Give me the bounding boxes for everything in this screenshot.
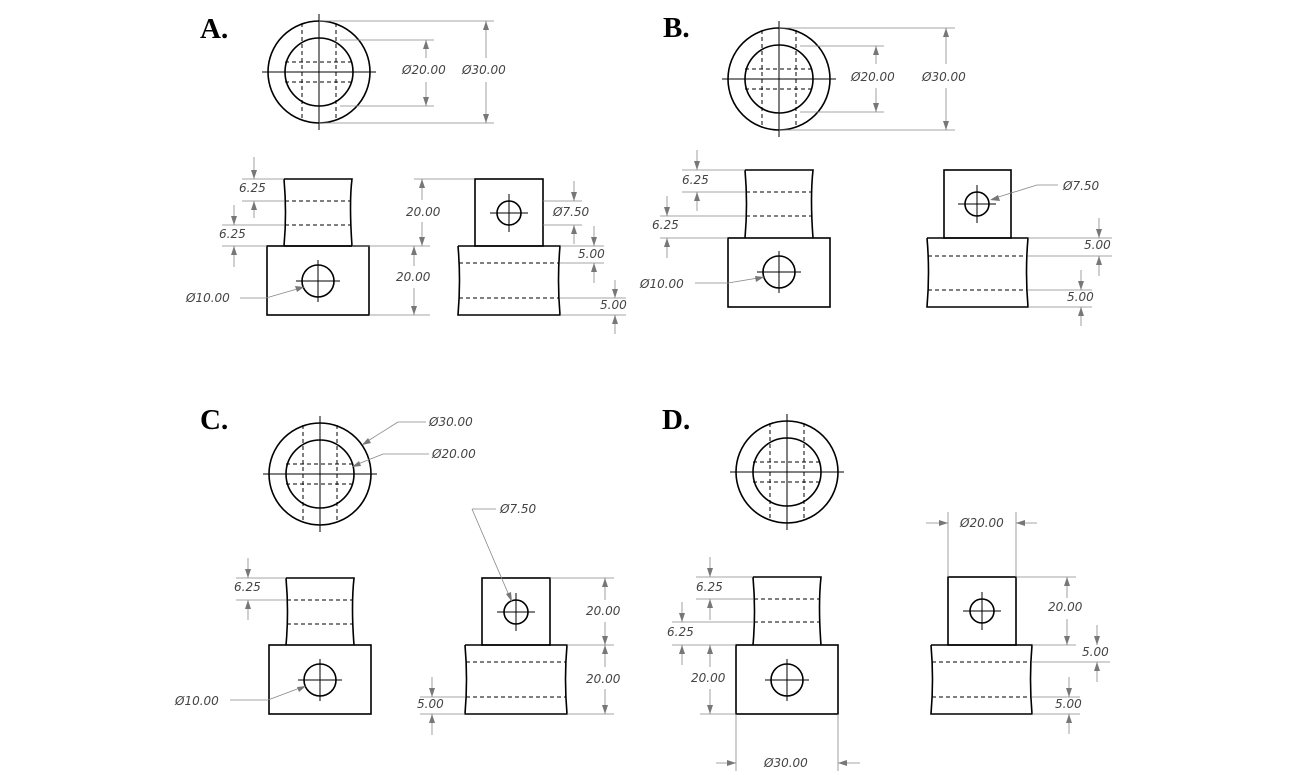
panel-d-left-lower-dim: 6.25 <box>667 625 694 639</box>
panel-b-top-outer-dim: Ø30.00 <box>921 70 966 84</box>
panel-c-top-outer-dim: Ø30.00 <box>428 415 473 429</box>
panel-b-left-upper-dim: 6.25 <box>682 173 709 187</box>
panel-a-mid-lower-dim: 20.00 <box>396 270 431 284</box>
panel-b-side-upper-dim: 5.00 <box>1084 238 1111 252</box>
panel-a-top-view: Ø20.00 Ø30.00 <box>262 14 506 130</box>
panel-c-left-upper-dim: 6.25 <box>234 580 261 594</box>
panel-d-right-upper-dim: 20.00 <box>1048 600 1083 614</box>
panel-b-hole-dim: Ø10.00 <box>639 277 684 291</box>
panel-a-label: A. <box>200 13 228 45</box>
panel-c-front-view: 6.25 Ø10.00 <box>174 558 372 715</box>
panel-a-top-outer-dim: Ø30.00 <box>461 63 506 77</box>
panel-c-right-upper-dim: 20.00 <box>586 604 621 618</box>
panel-d-front-height-dim: 20.00 <box>691 671 726 685</box>
panel-d-side-lower-dim: 5.00 <box>1055 697 1082 711</box>
panel-d-left-upper-dim: 6.25 <box>696 580 723 594</box>
panel-c-right-lower-dim: 20.00 <box>586 672 621 686</box>
panel-a-side-upper-dim: 5.00 <box>578 247 605 261</box>
panel-c-top-inner-dim: Ø20.00 <box>431 447 476 461</box>
panel-b-top-inner-dim: Ø20.00 <box>850 70 895 84</box>
panel-a-mid-upper-dim: 20.00 <box>406 205 441 219</box>
panel-a-top-inner-dim: Ø20.00 <box>401 63 446 77</box>
panel-b-side-hole-dim: Ø7.50 <box>1062 179 1100 193</box>
panel-c-side-hole-dim: Ø7.50 <box>499 502 537 516</box>
panel-c-label: C. <box>200 404 228 436</box>
panel-c: C. Ø30.00 Ø20.00 <box>174 404 621 735</box>
panel-b-side-lower-dim: 5.00 <box>1067 290 1094 304</box>
panel-a-side-lower-dim: 5.00 <box>600 298 627 312</box>
panel-b-left-lower-dim: 6.25 <box>652 218 679 232</box>
panel-b-front-view: 6.25 6.25 Ø10.00 <box>639 150 831 308</box>
panel-a-side-view: Ø7.50 5.00 5.00 <box>457 178 627 334</box>
panel-d-label: D. <box>662 404 690 436</box>
panel-a-left-upper-dim: 6.25 <box>239 181 266 195</box>
panel-c-top-view: Ø30.00 Ø20.00 <box>263 415 476 532</box>
panel-a-side-hole-dim: Ø7.50 <box>552 205 590 219</box>
panel-c-hole-dim: Ø10.00 <box>174 694 219 708</box>
panel-b-side-view: Ø7.50 5.00 5.00 <box>926 169 1112 326</box>
panel-a-left-lower-dim: 6.25 <box>219 227 246 241</box>
panel-a-hole-dim: Ø10.00 <box>185 291 230 305</box>
panel-d-top-view <box>730 414 844 530</box>
panel-b-label: B. <box>663 12 690 44</box>
panel-a-front-view: 6.25 6.25 Ø10.00 20.00 20.00 <box>185 157 474 316</box>
panel-b: B. Ø20.00 Ø30.00 <box>639 12 1112 326</box>
panel-c-side-view: Ø7.50 20.00 20.00 5.00 <box>417 502 621 735</box>
panel-d-side-view: Ø20.00 20.00 5.00 5.00 <box>926 512 1110 734</box>
panel-a: A. Ø20.00 Ø30.00 <box>185 13 627 334</box>
panel-d: D. <box>662 404 1110 771</box>
panel-d-side-upper-dim: 5.00 <box>1082 645 1109 659</box>
panel-d-front-view: 6.25 6.25 20.00 Ø30.00 <box>667 557 860 771</box>
panel-d-front-width-dim: Ø30.00 <box>763 756 808 770</box>
panel-d-side-width-dim: Ø20.00 <box>959 516 1004 530</box>
panel-c-side-bottom-dim: 5.00 <box>417 697 444 711</box>
panel-b-top-view: Ø20.00 Ø30.00 <box>722 21 966 137</box>
